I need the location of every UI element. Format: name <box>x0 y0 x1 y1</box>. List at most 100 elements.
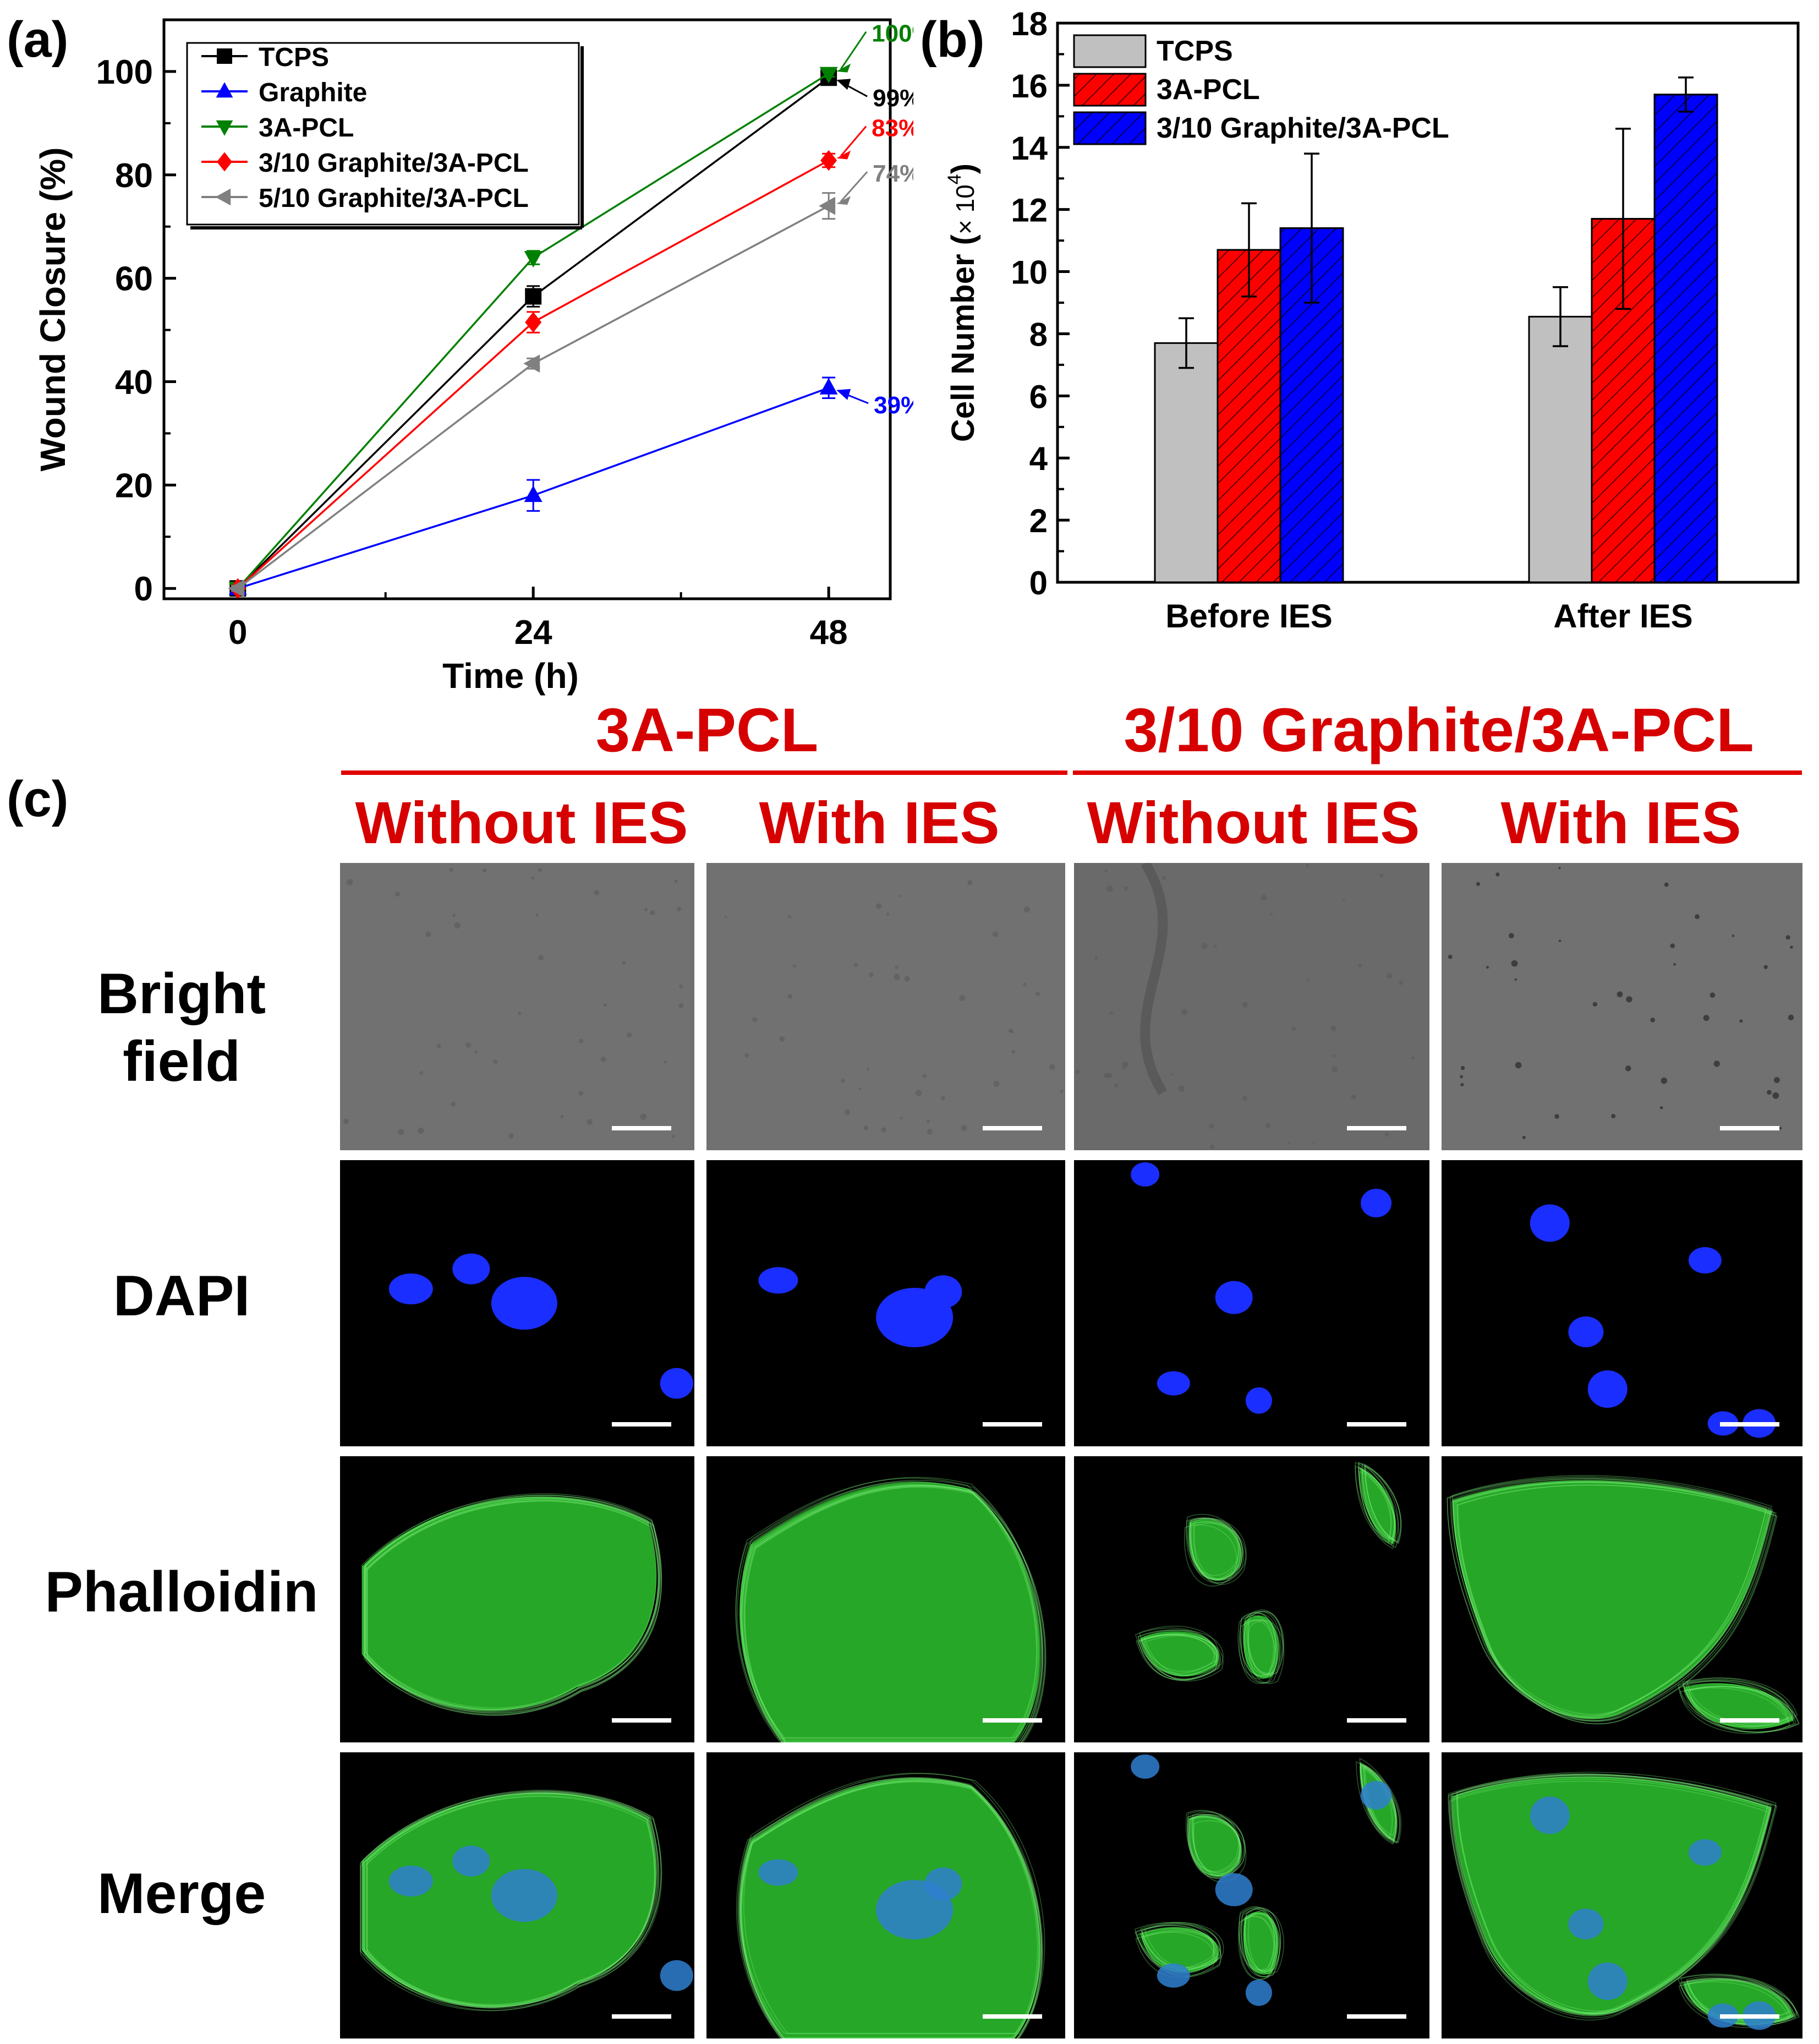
legend-marker <box>216 82 233 98</box>
fold-shadow <box>1140 863 1168 1096</box>
debris-dot <box>1650 1018 1656 1023</box>
debris-dot <box>1661 1077 1668 1084</box>
stress-fiber <box>1191 1521 1245 1583</box>
nucleus <box>1245 1979 1272 2006</box>
legend-entry: Graphite <box>259 78 367 107</box>
stress-fiber <box>1186 1513 1240 1576</box>
debris-dot <box>1554 1114 1559 1119</box>
debris-dot <box>587 1119 593 1125</box>
debris-dot <box>886 912 890 916</box>
micrograph-r3-c1 <box>340 1456 694 1742</box>
stress-fiber <box>1685 1680 1797 1726</box>
stress-fiber <box>743 1485 1045 1742</box>
x-tick-label: 0 <box>228 614 247 652</box>
debris-dot <box>560 1114 564 1118</box>
debris-dot <box>672 1135 675 1138</box>
stress-fiber <box>1139 1633 1219 1680</box>
stress-fiber <box>1136 1633 1215 1680</box>
y-axis-label: Wound Closure (%) <box>33 147 73 472</box>
stress-fiber <box>1456 1482 1777 1721</box>
legend-swatch-hatch <box>1073 73 1147 107</box>
debris-dot <box>1695 914 1700 919</box>
debris-dot <box>1023 906 1030 913</box>
annotation-arrow <box>840 31 867 70</box>
debris-dot <box>787 915 791 919</box>
stress-fiber <box>1365 1465 1402 1544</box>
actin-cell <box>362 1496 656 1711</box>
panel-label-b: (b) <box>920 12 985 68</box>
debris-dot <box>395 892 400 897</box>
cell-number-chart: 0 2 4 6 8 10 12 14 16 18 Cell Number (× 104) Before… <box>944 6 1800 635</box>
stress-fiber <box>1187 1813 1241 1876</box>
stress-fiber <box>1358 1467 1395 1546</box>
scale-bar <box>612 2014 671 2019</box>
debris-dot <box>1270 912 1273 916</box>
debris-dot <box>452 914 456 917</box>
data-point <box>228 579 245 598</box>
debris-dot <box>1161 876 1166 880</box>
y-tick-label: 20 <box>115 467 153 505</box>
debris-dot <box>927 1129 933 1135</box>
debris-dot <box>1242 1095 1248 1101</box>
nucleus <box>1215 1873 1253 1906</box>
debris-dot <box>868 972 874 977</box>
debris-dot <box>650 910 655 916</box>
debris-dot <box>1104 869 1108 872</box>
stress-fiber <box>1141 1931 1221 1977</box>
stress-fiber <box>1143 1635 1224 1682</box>
actin-cell <box>1243 1615 1279 1679</box>
stress-fiber <box>1453 1478 1773 1718</box>
stress-fiber <box>1448 1773 1768 2013</box>
annotation-arrowhead <box>836 150 851 160</box>
stress-fiber <box>1137 1629 1217 1676</box>
data-point <box>820 150 837 171</box>
data-point <box>819 67 838 84</box>
end-value-label: 99% <box>873 85 913 112</box>
stress-fiber <box>366 1500 662 1715</box>
y-axis-label: Cell Number (× 104) <box>944 163 981 442</box>
debris-dot <box>1670 943 1675 948</box>
data-point <box>525 311 542 333</box>
debris-dot <box>1739 1019 1743 1023</box>
stress-fiber <box>1238 1916 1275 1980</box>
stress-fiber <box>741 1781 1043 2038</box>
debris-dot <box>1514 978 1517 981</box>
stress-fiber <box>742 1486 1044 1742</box>
nucleus <box>1568 1316 1604 1347</box>
debris-dot <box>1306 978 1310 981</box>
debris-dot <box>900 1117 903 1120</box>
micrograph-r2-c2 <box>706 1160 1065 1446</box>
micrograph-r1-c4 <box>1442 863 1802 1150</box>
stress-fiber <box>1191 1812 1245 1874</box>
debris-dot <box>398 1129 404 1135</box>
debris-dot <box>961 1125 967 1131</box>
debris-dot <box>644 908 648 911</box>
stress-fiber <box>1237 1615 1274 1680</box>
stress-fiber <box>1449 1476 1770 1716</box>
bright-field-bg <box>1074 863 1429 1150</box>
group-title-3a-pcl: 3A-PCL <box>595 696 819 764</box>
stress-fiber <box>743 1773 1045 2035</box>
stress-fiber <box>1187 1816 1241 1878</box>
stress-fiber <box>366 1498 662 1714</box>
end-value-label: 83% <box>872 114 913 141</box>
stress-fiber <box>1187 1813 1240 1876</box>
stress-fiber <box>738 1778 1040 2038</box>
stress-fiber <box>1683 1686 1795 1733</box>
legend-swatch-hatch <box>1073 111 1147 145</box>
debris-dot <box>1075 1069 1080 1074</box>
stress-fiber <box>1247 1610 1284 1675</box>
x-tick-label: After IES <box>1553 598 1692 635</box>
scale-bar <box>1347 1718 1406 1723</box>
nucleus <box>1688 1839 1722 1866</box>
stress-fiber <box>1447 1477 1767 1717</box>
debris-dot <box>1291 1026 1296 1031</box>
scale-bar <box>983 1718 1042 1723</box>
actin-cell <box>1140 1927 1219 1973</box>
stress-fiber <box>1355 1461 1392 1540</box>
debris-dot <box>793 964 797 968</box>
stress-fiber <box>740 1477 1042 1738</box>
stress-fiber <box>741 1479 1043 1741</box>
nucleus <box>452 1845 490 1877</box>
debris-dot <box>538 955 544 961</box>
